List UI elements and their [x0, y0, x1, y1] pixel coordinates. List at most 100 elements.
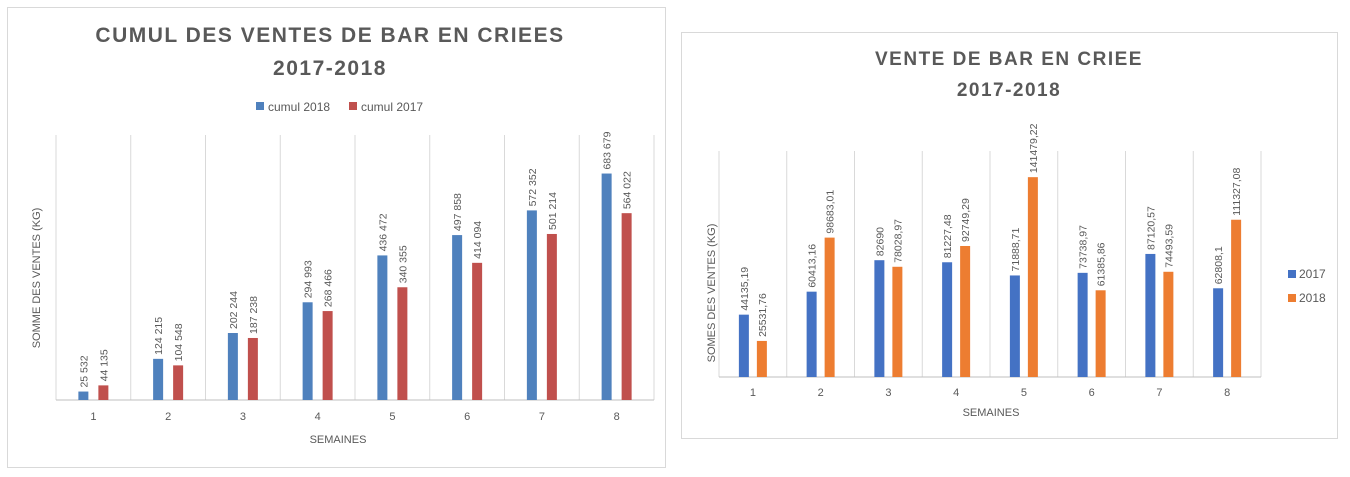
data-label: 141479,22: [1028, 123, 1040, 173]
legend-label-cumul-2018: cumul 2018: [268, 100, 330, 114]
data-label: 74493,59: [1163, 224, 1175, 268]
x-tick-label: 6: [464, 411, 470, 423]
bar: [942, 262, 953, 377]
x-tick-label: 8: [614, 411, 620, 423]
x-axis-title: SEMAINES: [310, 434, 367, 446]
data-label: 683 679: [602, 131, 614, 169]
legend-swatch-2018: [1288, 294, 1296, 302]
legend-label-cumul-2017: cumul 2017: [361, 100, 423, 114]
data-label: 25531,76: [757, 293, 769, 337]
data-label: 268 466: [323, 269, 335, 307]
bar: [1231, 219, 1242, 377]
x-tick-label: 5: [389, 411, 395, 423]
x-tick-label: 3: [885, 387, 891, 399]
bar: [1077, 272, 1088, 377]
bar: [738, 314, 749, 377]
x-tick-label: 2: [165, 411, 171, 423]
plot-area: 25 532 44 135 1 124 215 104 548 2 202 244 187 2…: [55, 131, 655, 423]
data-label: 340 355: [397, 245, 409, 283]
x-axis-title: SEMAINES: [963, 407, 1020, 419]
bar: [227, 333, 238, 400]
data-label: 44135,19: [739, 267, 751, 311]
chart-subtitle: 2017-2018: [957, 80, 1061, 101]
bar: [397, 287, 408, 400]
x-tick-label: 3: [240, 411, 246, 423]
data-label: 414 094: [472, 221, 484, 259]
bar: [601, 173, 612, 400]
x-tick-label: 7: [539, 411, 545, 423]
bar: [892, 266, 903, 377]
data-label: 497 858: [452, 193, 464, 231]
weekly-sales-chart-svg: VENTE DE BAR EN CRIEE 2017-2018 SEMAINES…: [706, 49, 1326, 419]
data-label: 87120,57: [1145, 206, 1157, 250]
bar: [153, 358, 164, 400]
y-axis-title: SOMES DES VENTES (KG): [706, 224, 718, 363]
bar: [98, 385, 109, 400]
bar: [1095, 290, 1106, 377]
plot-area: 44135,19 25531,76 1 60413,16 98683,01 2 82690 7…: [718, 123, 1262, 399]
data-label: 78028,97: [892, 219, 904, 263]
legend-swatch-cumul-2018: [256, 102, 264, 110]
bar: [173, 365, 184, 400]
x-tick-label: 1: [750, 387, 756, 399]
data-label: 62808,1: [1213, 246, 1225, 284]
bar: [1145, 253, 1156, 377]
data-label: 111327,08: [1231, 168, 1243, 216]
x-tick-label: 8: [1224, 387, 1230, 399]
data-label: 124 215: [153, 317, 165, 355]
x-tick-label: 1: [90, 411, 96, 423]
data-label: 564 022: [622, 171, 634, 209]
bar: [874, 260, 885, 377]
bar: [1163, 271, 1174, 377]
legend-label-2017: 2017: [1299, 267, 1326, 281]
data-label: 73738,97: [1078, 225, 1090, 269]
weekly-sales-chart: VENTE DE BAR EN CRIEE 2017-2018 SEMAINES…: [681, 32, 1338, 439]
bar: [960, 245, 971, 377]
bar: [1027, 177, 1038, 377]
bar: [452, 235, 463, 400]
data-label: 294 993: [303, 260, 315, 298]
bar: [377, 255, 388, 400]
data-label: 572 352: [527, 168, 539, 206]
bar: [247, 337, 258, 400]
data-label: 44 135: [98, 349, 110, 381]
x-tick-label: 7: [1156, 387, 1162, 399]
bar: [824, 237, 835, 377]
data-label: 81227,48: [942, 214, 954, 258]
chart-legend: 2017 2018: [1288, 267, 1326, 305]
data-label: 71888,71: [1010, 228, 1022, 272]
bar: [621, 213, 632, 400]
data-label: 82690: [874, 227, 886, 256]
data-label: 61385,86: [1096, 242, 1108, 286]
data-label: 25 532: [78, 355, 90, 387]
bar: [1009, 275, 1020, 377]
legend-swatch-cumul-2017: [349, 102, 357, 110]
data-label: 501 214: [547, 192, 559, 230]
x-tick-label: 2: [818, 387, 824, 399]
data-label: 98683,01: [825, 190, 837, 234]
chart-subtitle: 2017-2018: [273, 57, 387, 80]
chart-title: VENTE DE BAR EN CRIEE: [875, 49, 1143, 70]
bar: [546, 233, 557, 400]
data-label: 187 238: [248, 296, 260, 334]
bar: [756, 340, 767, 377]
x-tick-label: 6: [1089, 387, 1095, 399]
data-label: 436 472: [377, 213, 389, 251]
bar: [526, 210, 537, 400]
chart-legend: cumul 2018 cumul 2017: [256, 100, 423, 114]
cumulative-sales-chart: CUMUL DES VENTES DE BAR EN CRIEES 2017-2…: [7, 7, 666, 468]
bar: [302, 302, 313, 400]
x-tick-label: 4: [315, 411, 321, 423]
x-tick-label: 4: [953, 387, 959, 399]
data-label: 104 548: [173, 323, 185, 361]
bar: [472, 262, 483, 400]
data-label: 60413,16: [807, 244, 819, 288]
x-tick-label: 5: [1021, 387, 1027, 399]
y-axis-title: SOMME DES VENTES (KG): [31, 208, 43, 349]
cumulative-sales-chart-svg: CUMUL DES VENTES DE BAR EN CRIEES 2017-2…: [31, 24, 655, 446]
data-label: 202 244: [228, 291, 240, 329]
legend-label-2018: 2018: [1299, 291, 1326, 305]
bar: [806, 291, 817, 377]
data-label: 92749,29: [960, 198, 972, 242]
legend-swatch-2017: [1288, 270, 1296, 278]
